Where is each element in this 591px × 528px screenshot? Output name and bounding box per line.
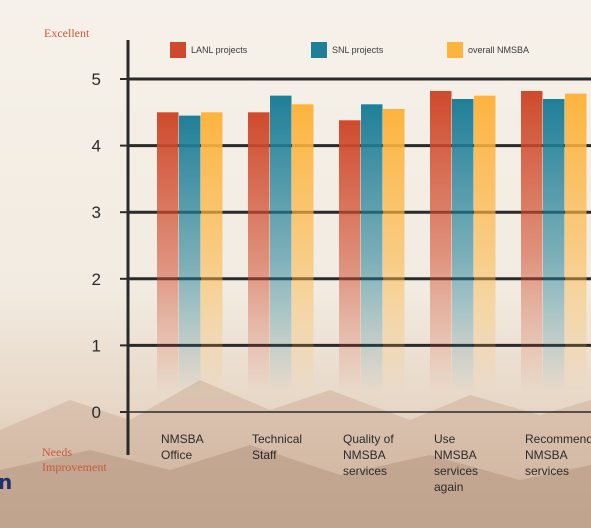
left-edge-text: n (0, 470, 13, 494)
y-axis: 0 1 2 3 4 5 (92, 40, 130, 455)
tick-label-1: 1 (92, 336, 101, 355)
legend-swatch-0 (170, 42, 186, 58)
category-label-0: NMSBA Office (161, 432, 204, 462)
rating-bottom-label: Needs Improvement (42, 445, 107, 474)
bar-overall-nmsba-2 (383, 108, 405, 392)
bar-lanl-projects-0 (157, 112, 179, 393)
bar-lanl-projects-4 (521, 90, 543, 392)
tick-label-2: 2 (92, 270, 101, 289)
legend-swatch-1 (311, 42, 327, 58)
legend-swatch-2 (447, 42, 463, 58)
tick-label-5: 5 (92, 70, 101, 89)
rating-top-label: Excellent (44, 26, 90, 40)
category-label-2: Quality of NMSBA services (343, 432, 394, 478)
legend-label-1: SNL projects (332, 45, 384, 55)
bars (157, 90, 587, 393)
bar-lanl-projects-3 (430, 90, 452, 392)
bar-lanl-projects-1 (248, 112, 270, 393)
bar-snl-projects-3 (452, 98, 474, 392)
bar-overall-nmsba-3 (474, 95, 496, 393)
tick-label-4: 4 (92, 137, 101, 156)
tick-label-3: 3 (92, 203, 101, 222)
category-label-3: Use NMSBA services again (434, 432, 478, 494)
bar-snl-projects-0 (179, 115, 201, 392)
bar-snl-projects-4 (543, 98, 565, 392)
bar-overall-nmsba-4 (565, 93, 587, 392)
bar-overall-nmsba-0 (201, 112, 223, 393)
rating-labels: Excellent Needs Improvement (42, 26, 107, 474)
legend-label-2: overall NMSBA (468, 45, 529, 55)
legend: LANL projects SNL projects overall NMSBA (170, 42, 529, 58)
bar-snl-projects-2 (361, 104, 383, 393)
bar-lanl-projects-2 (339, 120, 361, 393)
category-labels: NMSBA Office Technical Staff Quality of NMSBA… (161, 432, 591, 494)
tick-label-0: 0 (92, 403, 101, 422)
category-label-4: Recommend NMSBA services (525, 432, 591, 478)
legend-label-0: LANL projects (191, 45, 248, 55)
bar-overall-nmsba-1 (292, 104, 314, 393)
bar-snl-projects-1 (270, 95, 292, 393)
category-label-1: Technical Staff (252, 432, 302, 462)
